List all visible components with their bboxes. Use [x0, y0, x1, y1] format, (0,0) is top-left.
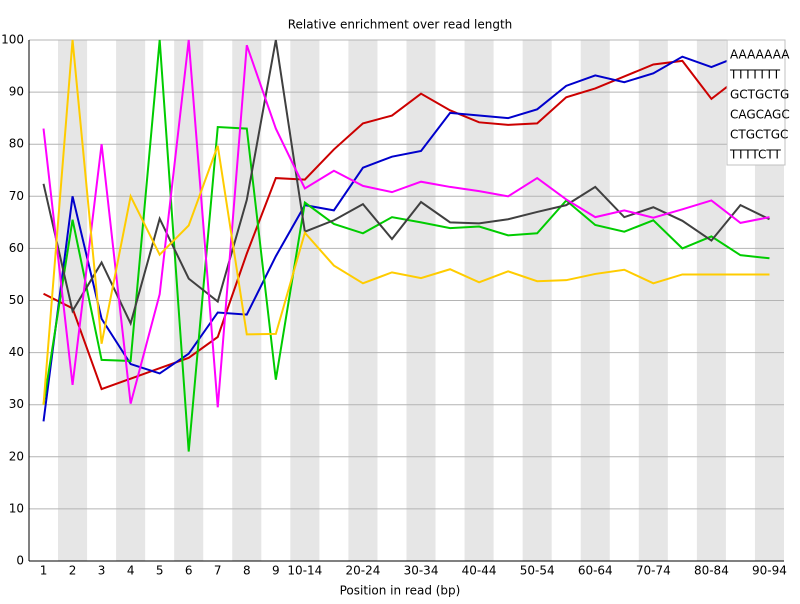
x-tick-label: 20-24: [346, 564, 381, 578]
x-tick-label: 9: [272, 564, 280, 578]
y-tick-label: 80: [9, 137, 24, 151]
x-axis-label: Position in read (bp): [340, 584, 461, 598]
y-tick-label: 30: [9, 397, 24, 411]
series-line: [42, 39, 770, 405]
x-tick-label: 7: [214, 564, 222, 578]
x-tick-label: 60-64: [578, 564, 613, 578]
series-line: [42, 39, 770, 327]
y-tick-label: 70: [9, 189, 24, 203]
y-tick-label: 90: [9, 85, 24, 99]
x-tick-label: 40-44: [462, 564, 497, 578]
x-tick-label: 10-14: [287, 564, 322, 578]
y-tick-label: 50: [9, 293, 24, 307]
legend-entry: CAGCAGC: [730, 108, 790, 122]
y-tick-label: 60: [9, 241, 24, 255]
y-tick-label: 20: [9, 449, 24, 463]
series-line: [42, 39, 770, 408]
x-tick-label: 5: [156, 564, 164, 578]
legend-box: [726, 39, 786, 166]
series-line: [43, 59, 770, 391]
y-tick-label: 40: [9, 345, 24, 359]
chart-title: Relative enrichment over read length: [288, 18, 513, 32]
series-line: [42, 49, 770, 422]
x-tick-label: 2: [69, 564, 77, 578]
x-tick-label: 1: [40, 564, 48, 578]
legend-entry: CTGCTGC: [730, 128, 788, 142]
x-tick-label: 4: [127, 564, 135, 578]
x-tick-label: 90-94: [752, 564, 787, 578]
x-tick-label: 3: [98, 564, 106, 578]
x-tick-label: 70-74: [636, 564, 671, 578]
legend-entry: AAAAAAA: [730, 48, 790, 62]
x-tick-label: 30-34: [404, 564, 439, 578]
legend-entry: TTTTTTT: [729, 68, 781, 82]
legend-entry: GCTGCTG: [730, 88, 789, 102]
y-tick-label: 10: [9, 501, 24, 515]
x-tick-label: 50-54: [520, 564, 555, 578]
x-tick-label: 80-84: [694, 564, 729, 578]
y-tick-label: 0: [16, 554, 24, 568]
y-tick-label: 100: [1, 33, 24, 47]
x-tick-label: 8: [243, 564, 251, 578]
x-tick-label: 6: [185, 564, 193, 578]
legend-entry: TTTTCTT: [729, 148, 781, 162]
